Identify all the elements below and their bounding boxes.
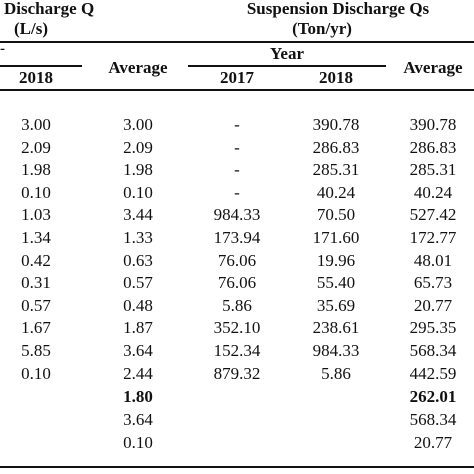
col-header-qs-average: Average [403,58,463,77]
cell-qs-2018: 984.33 [312,341,360,360]
cell-qs-2018: 19.96 [316,250,356,270]
summary-qs-average: 568.34 [409,410,457,429]
cell-q-2018: 0.57 [21,295,51,315]
cell-qs-2018: 286.83 [312,137,360,157]
summary-row: 1.80 262.01 [0,386,474,408]
cell-q-2018: 1.34 [21,228,51,247]
cell-qs-average: 172.77 [409,228,457,247]
cell-q-2018: 2.09 [21,137,51,157]
cell-q-average: 3.44 [123,205,153,225]
cell-q-average: 0.48 [123,295,153,315]
summary-q-average: 0.10 [123,433,153,452]
cell-qs-2017: 984.33 [213,205,261,225]
table-row: 0.31 0.57 76.06 55.40 65.73 [0,272,474,294]
suspension-discharge-title: Suspension Discharge Qs [246,0,430,18]
table-row: 5.85 3.64 152.34 984.33 568.34 [0,340,474,362]
table-bottom-rule [0,466,474,468]
summary-q-average: 3.64 [123,410,153,429]
cell-q-average: 2.44 [123,363,153,383]
cell-qs-average: 20.77 [413,295,453,315]
table-row: 0.10 0.10 - 40.24 40.24 [0,182,474,204]
cell-q-average: 1.33 [123,228,153,247]
summary-row: 0.10 20.77 [0,432,474,454]
cell-qs-2017: 173.94 [213,228,261,247]
header-dot: - [0,41,5,57]
cell-qs-average: 65.73 [413,273,453,293]
cell-qs-average: 48.01 [413,250,453,270]
cell-q-2018: 5.85 [21,341,51,360]
col-header-q-average: Average [108,58,168,77]
cell-qs-2018: 285.31 [312,160,360,180]
summary-q-average: 1.80 [123,387,153,406]
cell-q-2018: 1.67 [21,318,51,338]
table-row: 0.10 2.44 879.32 5.86 442.59 [0,363,474,385]
cell-q-2018: 1.98 [21,160,51,180]
cell-qs-2018: 390.78 [312,115,360,134]
table-row: 3.00 3.00 - 390.78 390.78 [0,114,474,136]
cell-q-2018: 3.00 [21,115,51,134]
cell-qs-average: 390.78 [409,115,457,134]
table-row: 1.98 1.98 - 285.31 285.31 [0,159,474,181]
table-row: 1.34 1.33 173.94 171.60 172.77 [0,227,474,249]
suspension-discharge-unit: (Ton/yr) [292,19,352,38]
cell-qs-average: 442.59 [409,363,457,383]
col-header-qs-2018: 2018 [319,68,353,87]
cell-q-average: 3.00 [123,115,153,134]
cell-q-average: 0.10 [123,182,153,202]
table-row: 0.42 0.63 76.06 19.96 48.01 [0,250,474,272]
table-row: 0.57 0.48 5.86 35.69 20.77 [0,295,474,317]
cell-qs-2017: - [234,137,240,157]
summary-qs-average: 20.77 [413,433,453,452]
cell-q-2018: 0.10 [21,363,51,383]
cell-q-average: 3.64 [123,341,153,360]
header-top-rule [0,41,474,43]
discharge-q-unit: (L/s) [14,19,48,38]
year-group-rule [188,65,386,67]
cell-qs-average: 527.42 [409,205,457,225]
cell-qs-2017: 879.32 [213,363,261,383]
cell-q-2018: 0.10 [21,182,51,202]
year-group-label: Year [270,44,304,63]
cell-qs-2018: 55.40 [316,273,356,293]
cell-qs-2018: 5.86 [321,363,351,383]
cell-qs-2017: 76.06 [217,273,257,293]
cell-qs-average: 568.34 [409,341,457,360]
cell-qs-2017: - [234,160,240,180]
table-row: 1.67 1.87 352.10 238.61 295.35 [0,317,474,339]
cell-qs-2017: 76.06 [217,250,257,270]
discharge-year-rule [0,65,82,67]
cell-q-average: 1.98 [123,160,153,180]
discharge-q-title: Discharge Q [4,0,95,18]
cell-q-average: 1.87 [123,318,153,338]
cell-qs-2018: 40.24 [316,182,356,202]
summary-qs-average: 262.01 [409,387,457,406]
cell-qs-2017: - [234,182,240,202]
cell-qs-2018: 238.61 [312,318,360,338]
col-header-qs-2017: 2017 [220,68,254,87]
cell-qs-2017: 152.34 [213,341,261,360]
summary-row: 3.64 568.34 [0,409,474,431]
col-header-q-2018: 2018 [19,68,53,87]
cell-q-2018: 0.31 [21,273,51,293]
table-row: 1.03 3.44 984.33 70.50 527.42 [0,204,474,226]
cell-qs-2018: 171.60 [312,228,360,247]
cell-q-average: 2.09 [123,137,153,157]
cell-q-2018: 0.42 [21,250,51,270]
cell-q-average: 0.63 [123,250,153,270]
cell-qs-average: 295.35 [409,318,457,338]
cell-qs-2018: 35.69 [316,295,356,315]
cell-q-2018: 1.03 [21,205,51,225]
table-row: 2.09 2.09 - 286.83 286.83 [0,137,474,159]
cell-qs-average: 286.83 [409,137,457,157]
header-bottom-rule [0,89,474,91]
cell-qs-2017: 352.10 [213,318,261,338]
cell-q-average: 0.57 [123,273,153,293]
cell-qs-2017: 5.86 [222,295,252,315]
cell-qs-2018: 70.50 [316,205,356,225]
cell-qs-average: 285.31 [409,160,457,180]
cell-qs-2017: - [234,115,240,134]
cell-qs-average: 40.24 [413,182,453,202]
